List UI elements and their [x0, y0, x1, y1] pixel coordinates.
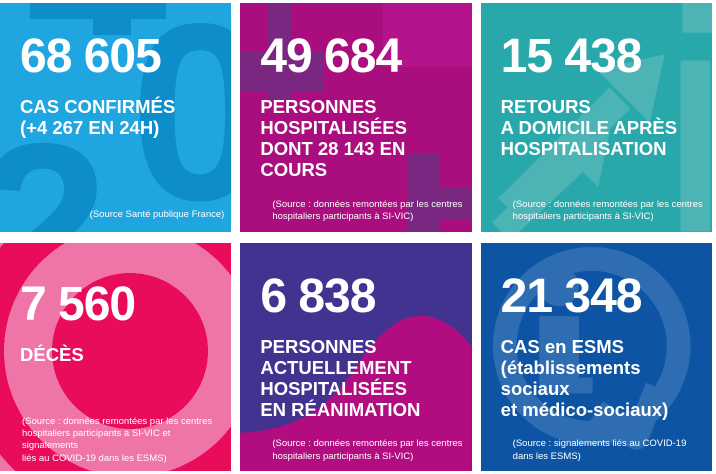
- tile-content: 6 838 PERSONNES ACTUELLEMENT HOSPITALISÉ…: [240, 243, 471, 420]
- stat-label: PERSONNES ACTUELLEMENT HOSPITALISÉES EN …: [260, 335, 421, 420]
- stat-number: 6 838: [260, 269, 376, 323]
- stat-number: 49 684: [260, 30, 402, 83]
- stat-source: (Source : données remontées par les cent…: [272, 198, 463, 223]
- stat-number: 15 438: [500, 30, 643, 83]
- stat-source: (Source : données remontées par les cent…: [512, 198, 703, 223]
- tile-content: 21 348 CAS en ESMS (établissements socia…: [481, 243, 712, 420]
- stat-source: (Source : données remontées par les cent…: [22, 415, 213, 464]
- stat-label: CAS en ESMS (établissements sociaux et m…: [500, 335, 669, 420]
- tile-content: 49 684 PERSONNES HOSPITALISÉES DONT 28 1…: [240, 3, 471, 181]
- stat-label: PERSONNES HOSPITALISÉES DONT 28 143 EN C…: [260, 96, 407, 181]
- stat-tile-deces: 7 560 DÉCÈS (Source : données remontées …: [0, 242, 232, 471]
- stat-tile-personnes-hospitalisees: 49 684 PERSONNES HOSPITALISÉES DONT 28 1…: [240, 3, 472, 232]
- stat-tile-cas-esms: 21 348 CAS en ESMS (établissements socia…: [480, 242, 712, 471]
- stat-source: (Source : signalements liés au COVID-19 …: [512, 438, 687, 462]
- tile-content: 7 560 DÉCÈS: [0, 243, 231, 365]
- stat-tile-retours-domicile: 15 438 RETOURS A DOMICILE APRÈS HOSPITAL…: [480, 3, 712, 232]
- stat-label: DÉCÈS: [20, 343, 84, 365]
- stat-number: 21 348: [500, 269, 643, 323]
- tile-content: 68 605 CAS CONFIRMÉS (+4 267 EN 24H): [0, 3, 231, 139]
- stat-label: CAS CONFIRMÉS (+4 267 EN 24H): [20, 96, 176, 139]
- tile-content: 15 438 RETOURS A DOMICILE APRÈS HOSPITAL…: [481, 3, 712, 160]
- stat-tile-reanimation: 6 838 PERSONNES ACTUELLEMENT HOSPITALISÉ…: [240, 242, 472, 471]
- stat-number: 7 560: [20, 277, 136, 331]
- stat-source: (Source : données remontées par les cent…: [272, 438, 463, 462]
- stat-label: RETOURS A DOMICILE APRÈS HOSPITALISATION: [500, 96, 678, 160]
- stat-tile-cas-confirmes: 0 2 68 605 CAS CONFIRMÉS (+4 267 EN 24H)…: [0, 3, 232, 232]
- stat-number: 68 605: [20, 30, 162, 83]
- stat-source: (Source Santé publique France): [89, 209, 225, 221]
